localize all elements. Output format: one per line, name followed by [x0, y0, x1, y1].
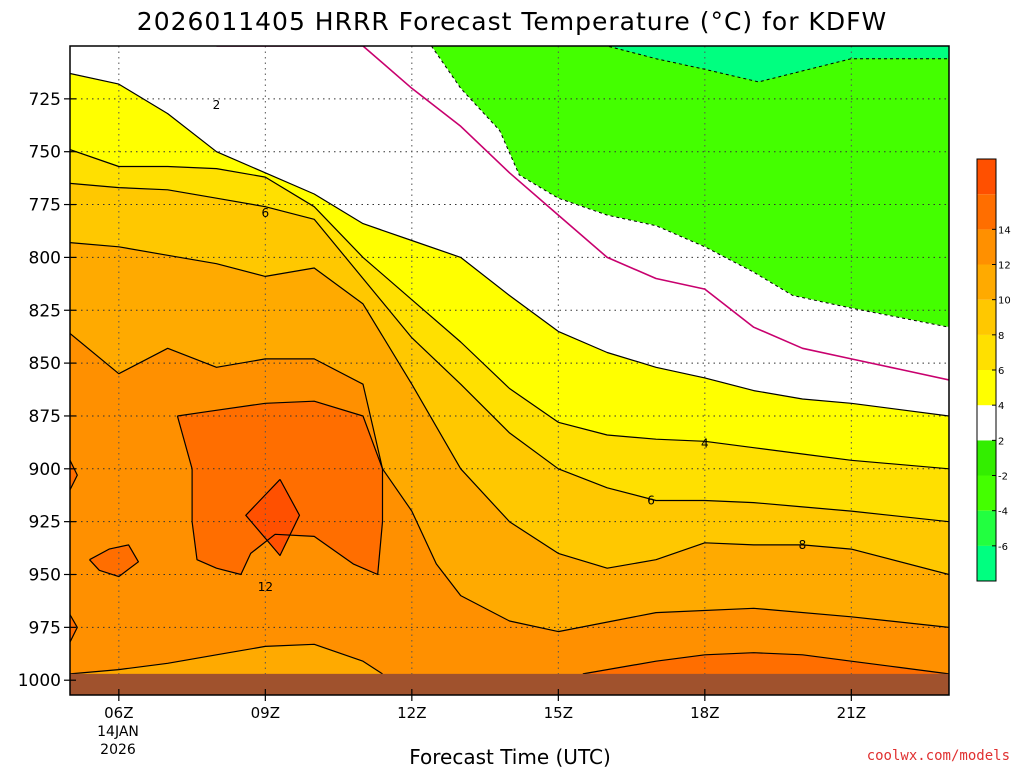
y-tick-label-3: 800: [29, 248, 61, 268]
colorbar-swatch-11: [977, 159, 996, 195]
colorbar-label-0: -6: [998, 542, 1008, 553]
colorbar-label-1: -4: [998, 507, 1008, 518]
x-tick-label-5: 21Z: [837, 704, 866, 722]
contour-line-13: [70, 643, 383, 675]
contour-line-4: [70, 149, 949, 470]
x-tick-label-3: 15Z: [544, 704, 573, 722]
colorbar-swatch-1: [977, 510, 996, 546]
colorbar-swatch-8: [977, 264, 996, 300]
colorbar-label-3: 2: [998, 436, 1004, 447]
colorbar-label-2: -2: [998, 472, 1008, 483]
date-day: 14JAN: [97, 724, 139, 740]
x-tick-label-2: 12Z: [397, 704, 426, 722]
colorbar-swatch-4: [977, 405, 996, 441]
plot-area: [70, 46, 949, 695]
y-tick-label-4: 825: [29, 301, 61, 321]
y-tick-label-2: 775: [29, 196, 61, 216]
colorbar-swatch-0: [977, 545, 996, 581]
contour-label-1: 6: [262, 206, 270, 220]
temperature-bands: [70, 46, 949, 681]
credit-link[interactable]: coolwx.com/models: [867, 748, 1010, 764]
x-axis-label: Forecast Time (UTC): [409, 745, 611, 768]
colorbar-swatch-9: [977, 229, 996, 265]
y-tick-label-0: 725: [29, 90, 61, 110]
contour-label-0: 2: [213, 98, 221, 112]
x-axis: 06Z 09Z 12Z 15Z 18Z 21Z: [104, 689, 866, 722]
contour-line-14: [582, 652, 949, 675]
contour-label-2: 4: [701, 436, 709, 450]
contour-line-7: [70, 333, 949, 633]
colorbar-label-8: 12: [998, 261, 1011, 272]
contour-line-0: [216, 46, 949, 381]
contour-line-5: [70, 182, 949, 523]
colorbar-swatch-7: [977, 299, 996, 335]
contour-labels: 2 6 4 6 8 12: [213, 98, 807, 594]
colorbar-swatch-10: [977, 194, 996, 230]
colorbar: -6 -4 -2 2 4 6 8 10 12 14: [976, 158, 1011, 582]
contour-label-5: 12: [258, 580, 273, 594]
y-tick-label-6: 875: [29, 407, 61, 427]
x-tick-label-4: 18Z: [690, 704, 719, 722]
y-tick-label-5: 850: [29, 354, 61, 374]
contour-label-3: 6: [647, 494, 655, 508]
contour-line-8: [176, 400, 384, 576]
x-tick-label-0: 06Z: [104, 704, 133, 722]
contour-line-9: [245, 478, 301, 557]
colorbar-swatch-3: [977, 440, 996, 476]
contour-line-3: [70, 72, 949, 417]
colorbar-swatch-6: [977, 334, 996, 370]
contour-line-1: [430, 46, 949, 328]
plot-frame: [69, 45, 950, 696]
colorbar-label-4: 4: [998, 401, 1004, 412]
contour-lines: [70, 46, 949, 675]
colorbar-label-7: 10: [998, 296, 1011, 307]
contour-line-11: [70, 460, 78, 491]
y-tick-label-7: 900: [29, 460, 61, 480]
colorbar-label-6: 8: [998, 331, 1004, 342]
grid-lines: [70, 46, 949, 695]
contour-label-4: 8: [799, 538, 807, 552]
colorbar-swatch-2: [977, 475, 996, 511]
y-axis: 725 750 775 800 825 850 875 900 925 950 975 1000: [18, 90, 76, 691]
y-tick-label-1: 750: [29, 143, 61, 163]
x-tick-label-1: 09Z: [251, 704, 280, 722]
y-tick-label-10: 975: [29, 618, 61, 638]
colorbar-swatch-5: [977, 370, 996, 406]
y-tick-label-8: 925: [29, 513, 61, 533]
y-tick-label-11: 1000: [18, 671, 61, 691]
contour-line-10: [89, 544, 139, 578]
colorbar-label-9: 14: [998, 225, 1011, 236]
contour-line-2: [441, 46, 949, 83]
date-year: 2026: [100, 742, 136, 758]
contour-line-6: [70, 242, 949, 576]
chart-title: 2026011405 HRRR Forecast Temperature (°C…: [137, 7, 887, 36]
y-tick-label-9: 950: [29, 566, 61, 586]
colorbar-label-5: 6: [998, 366, 1004, 377]
ground-layer: [70, 673, 949, 695]
contour-line-12: [70, 614, 78, 643]
